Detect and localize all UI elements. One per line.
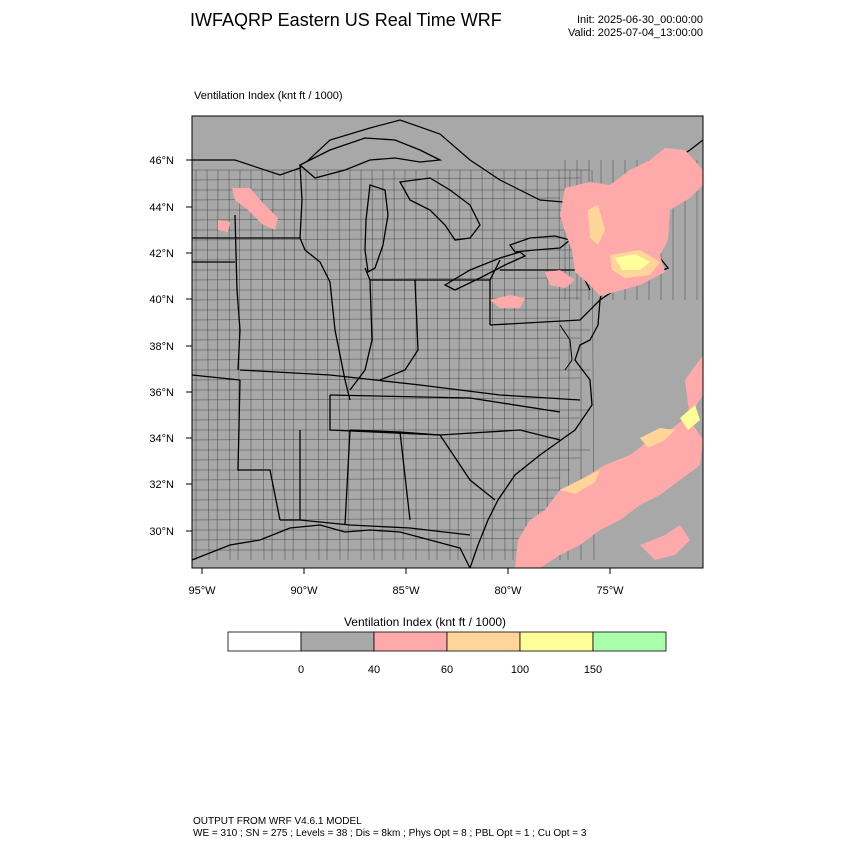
- colorbar-labels: 0 40 60 100 150: [298, 664, 602, 676]
- lat-tick-label: 40°N: [149, 294, 174, 306]
- lat-tick-label: 30°N: [149, 526, 174, 538]
- footer-line-1: OUTPUT FROM WRF V4.6.1 MODEL: [193, 816, 362, 827]
- colorbar-swatch: [519, 631, 594, 652]
- colorbar-title: Ventilation Index (knt ft / 1000): [343, 615, 507, 629]
- init-valid-info: Init: 2025-06-30_00:00:00 Valid: 2025-07…: [520, 14, 703, 40]
- lon-tick-label: 90°W: [290, 585, 318, 597]
- lake-huron: [398, 177, 481, 241]
- gulf-coastline: [192, 524, 471, 568]
- init-time: Init: 2025-06-30_00:00:00: [577, 14, 703, 26]
- chesapeake-bay: [559, 324, 573, 371]
- lat-tick-label: 42°N: [149, 248, 174, 260]
- lat-tick-label: 46°N: [149, 155, 174, 167]
- lon-tick-label: 85°W: [392, 585, 420, 597]
- model-footer: OUTPUT FROM WRF V4.6.1 MODEL WE = 310 ; …: [193, 816, 586, 840]
- colorbar-swatch: [446, 631, 521, 652]
- county-grid: [192, 160, 698, 561]
- colorbar-label: 40: [368, 664, 380, 676]
- colorbar-swatch: [592, 631, 667, 652]
- colorbar-swatch: [373, 631, 448, 652]
- latitude-axis: 46°N 44°N 42°N 40°N 38°N 36°N 34°N 32°N 30°N: [149, 155, 192, 538]
- main-title: IWFAQRP Eastern US Real Time WRF: [190, 10, 502, 30]
- vi-40-60-shading: [218, 148, 703, 568]
- vi-100-150-shading: [615, 254, 700, 430]
- colorbar-label: 150: [584, 664, 602, 676]
- lon-tick-label: 75°W: [596, 585, 624, 597]
- lat-tick-label: 38°N: [149, 341, 174, 353]
- field-label: Ventilation Index (knt ft / 1000): [194, 90, 343, 102]
- lat-tick-label: 34°N: [149, 433, 174, 445]
- lat-tick-label: 32°N: [149, 479, 174, 491]
- valid-time: Valid: 2025-07-04_13:00:00: [568, 27, 703, 39]
- lat-tick-label: 36°N: [149, 387, 174, 399]
- lake-superior: [298, 137, 443, 179]
- colorbar-swatch: [300, 631, 375, 652]
- lat-tick-label: 44°N: [149, 202, 174, 214]
- colorbar-label: 60: [441, 664, 453, 676]
- colorbar-swatch: [227, 631, 302, 652]
- colorbar: [227, 631, 667, 652]
- map-content: [192, 119, 703, 568]
- colorbar-label: 100: [511, 664, 529, 676]
- map-border: [191, 115, 704, 569]
- lon-tick-label: 80°W: [494, 585, 522, 597]
- footer-line-2: WE = 310 ; SN = 275 ; Levels = 38 ; Dis …: [193, 828, 587, 839]
- longitude-axis: 95°W 90°W 85°W 80°W 75°W: [188, 568, 624, 597]
- colorbar-label: 0: [298, 664, 304, 676]
- lon-tick-label: 95°W: [188, 585, 216, 597]
